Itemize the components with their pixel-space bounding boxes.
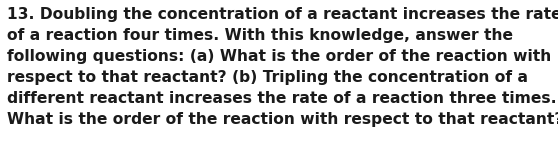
Text: 13. Doubling the concentration of a reactant increases the rate
of a reaction fo: 13. Doubling the concentration of a reac… (7, 7, 558, 127)
